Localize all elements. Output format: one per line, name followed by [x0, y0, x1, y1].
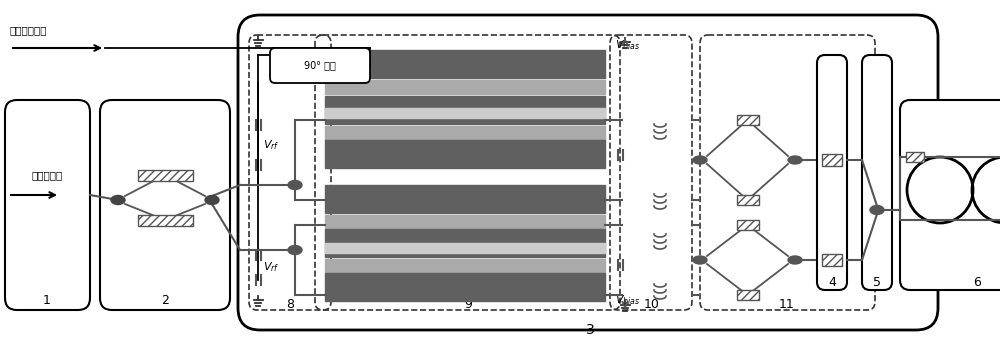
Bar	[822, 254, 842, 266]
Text: 输入微波信号: 输入微波信号	[10, 25, 48, 35]
FancyBboxPatch shape	[862, 55, 892, 290]
Ellipse shape	[693, 156, 707, 164]
Bar	[325, 96, 605, 124]
Bar	[325, 50, 605, 78]
Bar	[325, 215, 605, 229]
Text: 11: 11	[779, 299, 795, 312]
Text: 1: 1	[43, 293, 51, 307]
Bar	[736, 115, 759, 125]
Bar	[325, 126, 605, 140]
Ellipse shape	[288, 246, 302, 255]
Bar	[325, 185, 605, 213]
FancyBboxPatch shape	[100, 100, 230, 310]
Text: 8: 8	[286, 299, 294, 312]
Bar	[325, 259, 605, 273]
Text: 5: 5	[873, 276, 881, 289]
Ellipse shape	[693, 256, 707, 264]
FancyBboxPatch shape	[817, 55, 847, 290]
FancyBboxPatch shape	[900, 100, 1000, 290]
Bar	[325, 243, 605, 253]
Bar	[325, 229, 605, 257]
Bar	[822, 154, 842, 166]
Text: 6: 6	[973, 276, 981, 289]
Text: $V_{rf}$: $V_{rf}$	[263, 260, 280, 274]
Bar	[325, 140, 605, 168]
Text: 4: 4	[828, 276, 836, 289]
Ellipse shape	[205, 195, 219, 204]
Text: 9: 9	[464, 299, 472, 312]
Bar	[325, 273, 605, 301]
Text: 3: 3	[586, 323, 594, 337]
Bar	[325, 108, 605, 118]
Text: 10: 10	[644, 299, 660, 312]
Ellipse shape	[788, 256, 802, 264]
Ellipse shape	[788, 156, 802, 164]
Bar	[138, 170, 192, 181]
Text: $V_{rf}$: $V_{rf}$	[263, 138, 280, 152]
FancyBboxPatch shape	[238, 15, 938, 330]
FancyBboxPatch shape	[5, 100, 90, 310]
Bar	[736, 220, 759, 230]
Bar	[325, 80, 605, 94]
Text: $V_{bias}$: $V_{bias}$	[615, 293, 640, 307]
Bar	[736, 195, 759, 205]
Ellipse shape	[288, 181, 302, 190]
Text: $V_{bias}$: $V_{bias}$	[615, 38, 640, 52]
Bar	[906, 152, 924, 162]
Bar	[736, 290, 759, 300]
Text: 2: 2	[161, 293, 169, 307]
Text: 输入光载波: 输入光载波	[31, 170, 63, 180]
Bar	[138, 215, 192, 226]
Ellipse shape	[111, 195, 125, 204]
Text: 90° 电桥: 90° 电桥	[304, 60, 336, 70]
FancyBboxPatch shape	[270, 48, 370, 83]
Ellipse shape	[870, 205, 884, 215]
